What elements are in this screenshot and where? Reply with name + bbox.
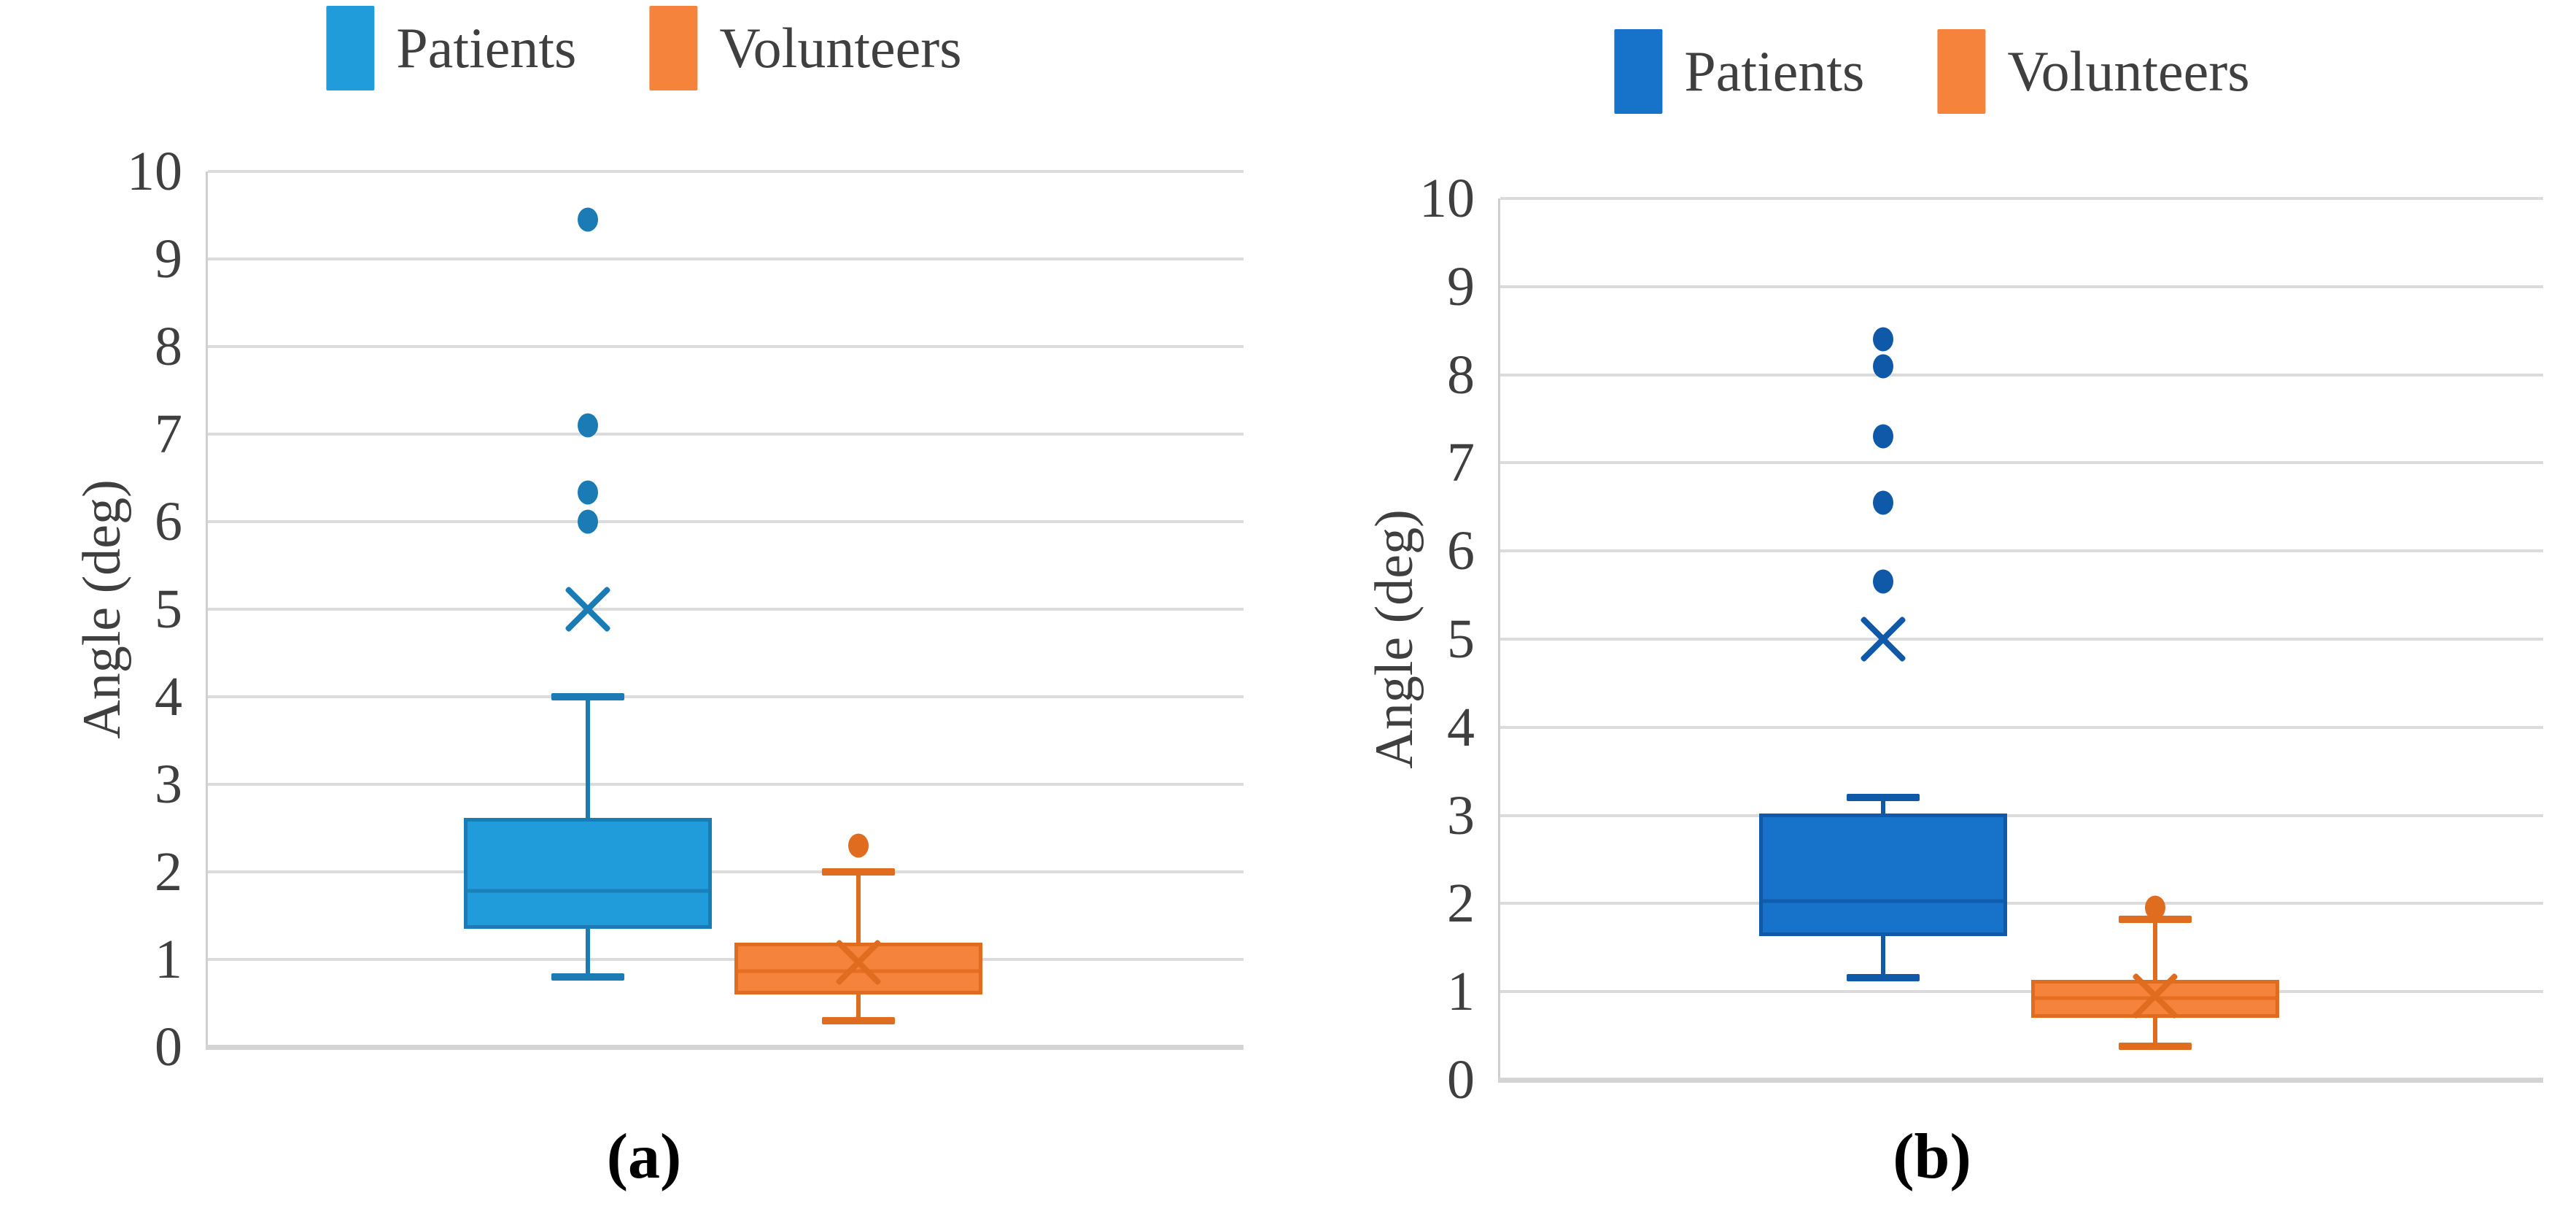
outlier-dot-patients <box>1872 354 1893 379</box>
box-patients <box>464 817 713 929</box>
legend-a: Patients Volunteers <box>326 6 962 90</box>
box-patients <box>1758 814 2007 937</box>
caption-a: (a) <box>606 1121 682 1192</box>
gridline <box>1500 373 2543 376</box>
y-tick-label: 8 <box>1447 344 1475 406</box>
gridline <box>1500 285 2543 288</box>
outlier-dot-patients <box>578 413 599 438</box>
outlier-dot-volunteers <box>847 833 869 858</box>
volunteers-color-swatch <box>1937 29 1986 114</box>
gridline <box>208 345 1244 348</box>
legend-label-volunteers: Volunteers <box>719 16 962 80</box>
legend-label-volunteers: Volunteers <box>2007 39 2250 103</box>
plot-area-b <box>1498 197 2543 1083</box>
outlier-dot-patients <box>1872 490 1893 515</box>
y-tick-label: 4 <box>1447 696 1475 758</box>
y-tick-label: 9 <box>155 228 182 290</box>
gridline <box>208 958 1244 961</box>
whisker-cap-low-volunteers <box>2119 1043 2192 1051</box>
outlier-dot-volunteers <box>2145 895 2166 920</box>
y-tick-label: 1 <box>1447 961 1475 1023</box>
gridline <box>1500 725 2543 729</box>
y-tick-label: 10 <box>127 141 182 202</box>
y-tick-label: 0 <box>1447 1049 1475 1110</box>
box-volunteers <box>734 943 982 994</box>
legend-item-volunteers: Volunteers <box>1937 29 2250 114</box>
y-tick-label: 9 <box>1447 255 1475 317</box>
whisker-cap-low-patients <box>1846 973 1920 981</box>
patients-color-swatch <box>1614 29 1663 114</box>
legend-label-patients: Patients <box>396 16 577 80</box>
outlier-dot-patients <box>1872 569 1893 594</box>
y-tick-label: 2 <box>1447 873 1475 935</box>
legend-label-patients: Patients <box>1684 39 1865 103</box>
gridline <box>208 433 1244 436</box>
y-tick-label: 3 <box>1447 784 1475 846</box>
y-tick-label: 2 <box>155 841 182 903</box>
gridline <box>1500 638 2543 641</box>
patients-color-swatch <box>326 6 375 90</box>
y-tick-label: 3 <box>155 754 182 815</box>
outlier-dot-patients <box>1872 327 1893 352</box>
outlier-dot-patients <box>1872 424 1893 449</box>
y-tick-label: 0 <box>155 1016 182 1078</box>
median-line-patients <box>1762 899 2003 903</box>
whisker-cap-low-volunteers <box>821 1017 895 1024</box>
legend-b: Patients Volunteers <box>1614 29 2250 114</box>
mean-x-marker-volunteers <box>2132 973 2179 1020</box>
x-axis-line <box>1498 1078 2543 1083</box>
outlier-dot-patients <box>578 207 599 232</box>
gridline <box>1500 197 2543 200</box>
y-axis-line <box>206 171 208 1047</box>
gridline <box>1500 461 2543 465</box>
gridline <box>1500 549 2543 553</box>
y-tick-label: 7 <box>155 403 182 465</box>
gridline <box>208 170 1244 173</box>
gridline <box>208 608 1244 611</box>
gridline <box>208 258 1244 260</box>
gridline <box>208 520 1244 523</box>
caption-b: (b) <box>1893 1121 1971 1192</box>
whisker-cap-low-patients <box>551 973 625 981</box>
median-line-volunteers <box>737 969 979 973</box>
gridline <box>208 870 1244 873</box>
gridline <box>1500 990 2543 994</box>
whisker-cap-high-patients <box>1846 794 1920 802</box>
y-tick-label: 1 <box>155 929 182 990</box>
legend-item-volunteers: Volunteers <box>649 6 962 90</box>
y-tick-label: 4 <box>155 666 182 727</box>
gridline <box>1500 902 2543 905</box>
y-tick-label: 5 <box>155 579 182 640</box>
gridline <box>1500 814 2543 817</box>
gridline <box>208 695 1244 698</box>
legend-item-patients: Patients <box>326 6 576 90</box>
mean-x-marker-volunteers <box>834 938 882 986</box>
volunteers-color-swatch <box>649 6 698 90</box>
whisker-cap-high-patients <box>551 693 625 700</box>
whisker-cap-high-volunteers <box>821 868 895 876</box>
mean-x-marker-patients <box>1859 616 1906 662</box>
plot-area-a <box>206 170 1244 1050</box>
outlier-dot-patients <box>578 509 599 534</box>
mean-x-marker-patients <box>565 586 611 633</box>
gridline <box>208 783 1244 786</box>
y-tick-label: 6 <box>1447 520 1475 582</box>
y-tick-label: 10 <box>1419 168 1475 229</box>
y-axis-line <box>1498 198 1500 1080</box>
y-tick-label: 5 <box>1447 608 1475 670</box>
outlier-dot-patients <box>578 480 599 505</box>
y-tick-label: 8 <box>155 316 182 377</box>
legend-item-patients: Patients <box>1614 29 1864 114</box>
y-tick-label: 7 <box>1447 432 1475 494</box>
y-tick-label: 6 <box>155 491 182 552</box>
median-line-patients <box>468 889 709 893</box>
x-axis-line <box>206 1045 1244 1050</box>
